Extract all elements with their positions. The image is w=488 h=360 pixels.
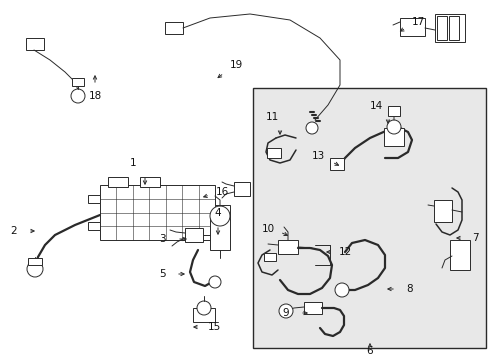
Bar (383, 128, 403, 146)
Bar (88, 195, 100, 203)
Bar (448, 16, 458, 40)
Bar (88, 222, 100, 230)
Circle shape (27, 261, 43, 277)
Circle shape (279, 304, 292, 318)
Text: 7: 7 (471, 233, 477, 243)
Bar (436, 16, 446, 40)
Circle shape (208, 276, 221, 288)
Text: 19: 19 (229, 60, 242, 70)
Bar (140, 177, 160, 187)
Bar (387, 106, 399, 116)
Bar (304, 302, 321, 314)
Bar (184, 228, 203, 242)
Circle shape (209, 206, 229, 226)
Bar (215, 205, 229, 220)
Bar (164, 22, 183, 34)
Bar (193, 308, 215, 322)
Bar (449, 240, 469, 270)
Text: 12: 12 (338, 247, 351, 257)
Circle shape (334, 283, 348, 297)
Bar (434, 14, 464, 42)
Text: 3: 3 (159, 234, 165, 244)
Text: 2: 2 (11, 226, 17, 236)
Text: 14: 14 (368, 101, 382, 111)
Bar (329, 158, 343, 170)
Bar (234, 182, 249, 196)
Text: 15: 15 (207, 322, 220, 332)
Circle shape (71, 89, 85, 103)
Bar (433, 200, 451, 222)
Text: 6: 6 (366, 346, 372, 356)
Bar (399, 18, 424, 36)
Bar (26, 38, 44, 50)
Bar (266, 148, 281, 158)
Circle shape (305, 122, 317, 134)
Bar (72, 78, 84, 86)
Text: 9: 9 (282, 308, 289, 318)
Text: 8: 8 (406, 284, 412, 294)
Bar (108, 177, 128, 187)
Bar (252, 88, 485, 348)
Text: 5: 5 (159, 269, 165, 279)
Text: 13: 13 (311, 151, 324, 161)
Text: 10: 10 (261, 224, 274, 234)
Circle shape (197, 301, 210, 315)
Text: 17: 17 (410, 17, 424, 27)
Bar (209, 218, 229, 250)
Bar (28, 258, 42, 265)
Text: 4: 4 (214, 208, 221, 218)
Bar (278, 240, 297, 254)
Text: 18: 18 (88, 91, 102, 101)
Bar (100, 185, 215, 240)
Text: 11: 11 (265, 112, 278, 122)
Circle shape (386, 120, 400, 134)
Text: 16: 16 (215, 187, 228, 197)
Bar (264, 253, 275, 261)
Text: 1: 1 (129, 158, 136, 168)
